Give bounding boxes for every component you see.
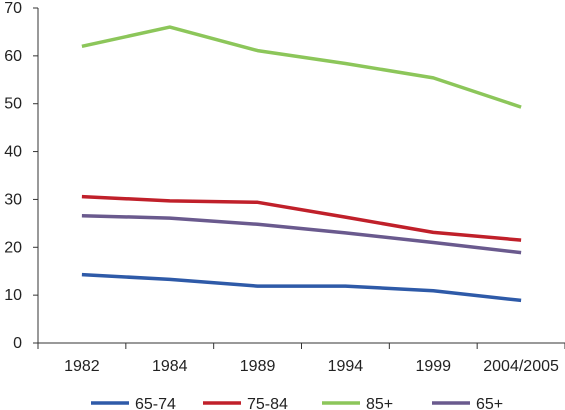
x-tick-label: 1989 — [240, 358, 276, 375]
legend-item: 85+ — [322, 396, 393, 410]
legend-label: 85+ — [366, 396, 393, 410]
y-tick-label: 20 — [4, 239, 22, 256]
legend-item: 65+ — [432, 396, 503, 410]
legend: 65-74 75-84 85+ 65+ — [91, 396, 503, 410]
y-tick-label: 50 — [4, 96, 22, 113]
series-line — [81, 25, 522, 109]
legend-label: 75-84 — [247, 396, 288, 410]
series-line — [81, 194, 522, 242]
series-65-74 — [81, 272, 522, 303]
legend-label: 65+ — [476, 396, 503, 410]
legend-item: 65-74 — [91, 396, 176, 410]
series-75-84 — [81, 194, 522, 242]
y-tick-label: 70 — [4, 0, 22, 17]
y-tick-label: 0 — [13, 335, 22, 352]
x-tick-label: 1999 — [415, 358, 451, 375]
x-axis-tick-labels: 1982 1984 1989 1994 1999 2004/2005 — [64, 358, 559, 375]
y-tick-label: 30 — [4, 191, 22, 208]
x-tick-label: 1994 — [328, 358, 364, 375]
series-85+ — [81, 25, 522, 109]
y-tick-label: 60 — [4, 48, 22, 65]
x-tick-label: 1984 — [152, 358, 188, 375]
series-lines — [81, 25, 522, 303]
chart-axes — [33, 7, 565, 349]
series-line — [81, 213, 522, 255]
x-tick-label: 2004/2005 — [483, 358, 559, 375]
series-65+ — [81, 213, 522, 255]
series-line — [81, 272, 522, 303]
y-tick-label: 40 — [4, 144, 22, 161]
y-tick-label: 10 — [4, 287, 22, 304]
legend-label: 65-74 — [135, 396, 176, 410]
legend-item: 75-84 — [203, 396, 288, 410]
x-tick-label: 1982 — [64, 358, 100, 375]
y-axis-tick-labels: 0 10 20 30 40 50 60 70 — [4, 0, 22, 352]
